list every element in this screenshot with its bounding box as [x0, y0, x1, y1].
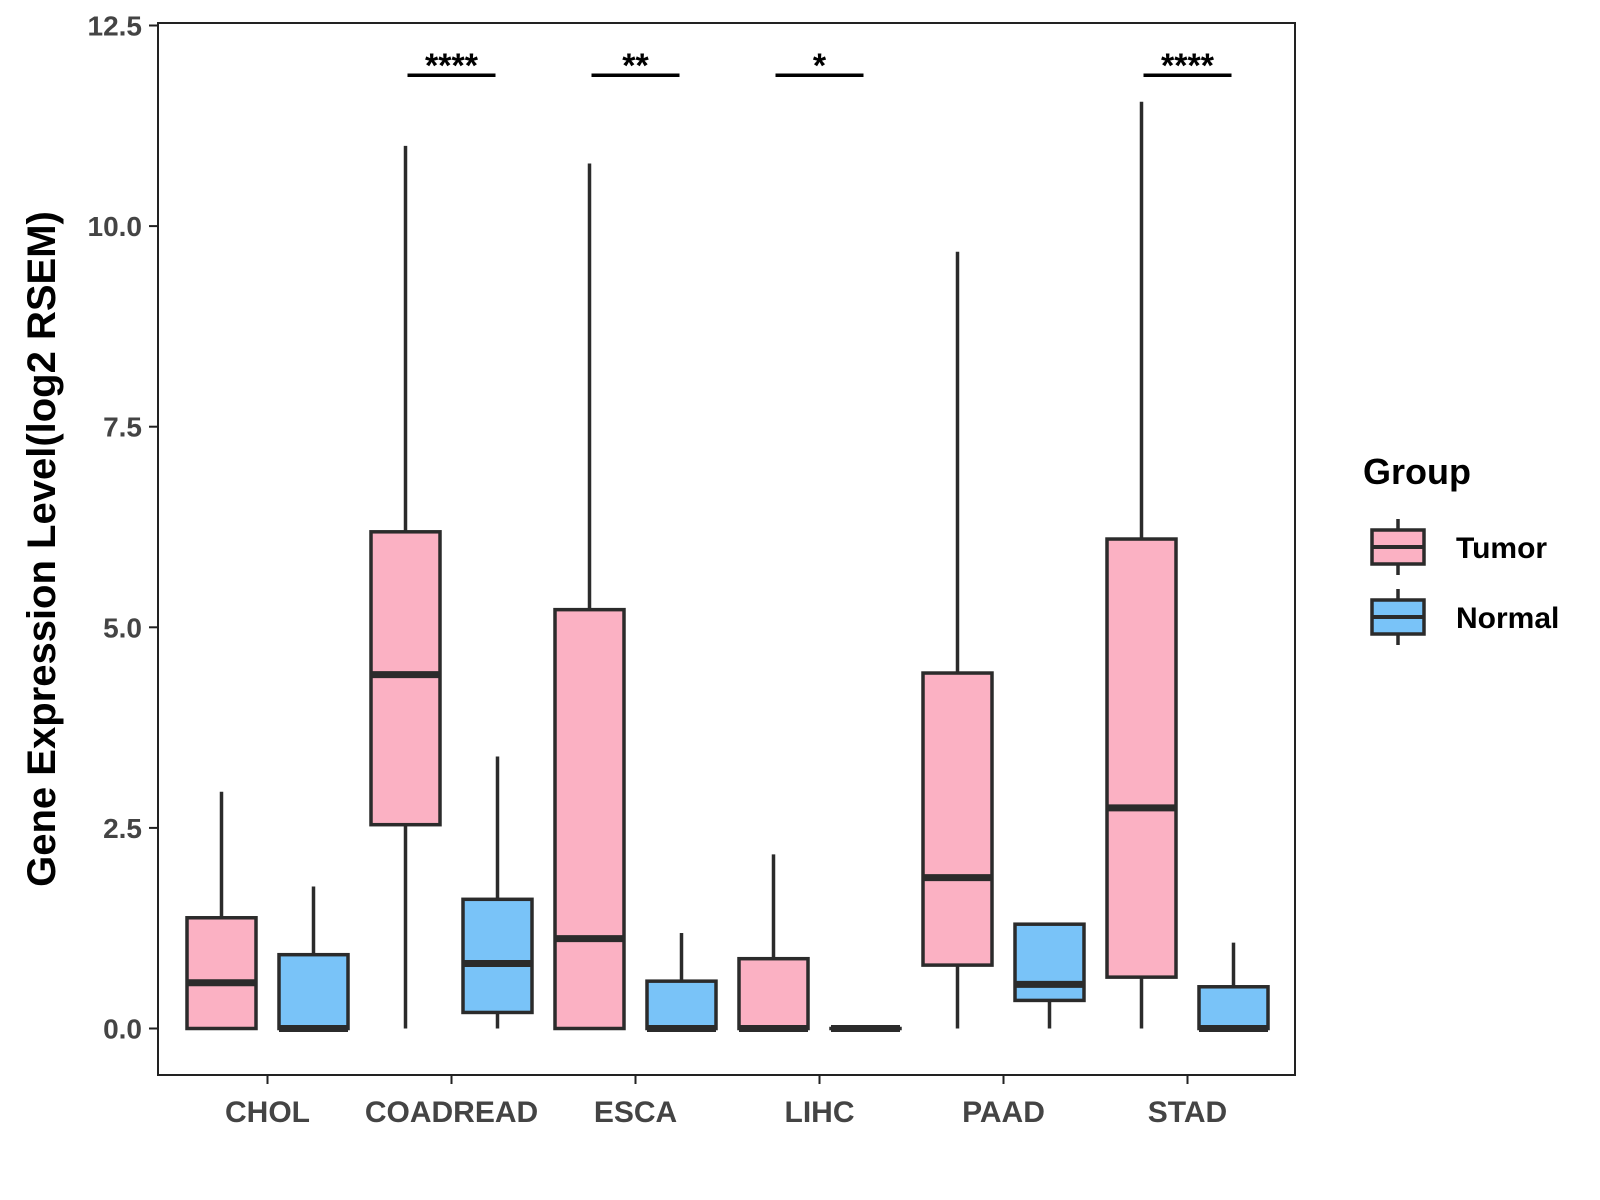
legend: Group Tumor Normal: [1363, 451, 1559, 645]
x-tick-label: CHOL: [225, 1096, 310, 1129]
box-tumor-chol: [185, 791, 258, 1031]
box-body: [1105, 537, 1178, 979]
legend-key-tumor: [1370, 519, 1426, 575]
significance-label-stad: ****: [1161, 47, 1215, 85]
y-tick-label: 12.5: [88, 11, 143, 42]
x-tick-label: PAAD: [962, 1096, 1045, 1129]
box-body: [1197, 985, 1270, 1031]
x-tick-label: LIHC: [785, 1096, 855, 1129]
y-axis-label: Gene Expression Level(log2 RSEM): [20, 211, 64, 887]
y-tick-label: 10.0: [88, 211, 143, 242]
legend-label-tumor: Tumor: [1456, 532, 1547, 565]
box-tumor-stad: [1105, 101, 1178, 1029]
box-normal-coadread: [461, 756, 534, 1029]
box-normal-stad: [1197, 942, 1270, 1032]
plot-panel-border: [157, 22, 1296, 1076]
box-normal-chol: [277, 886, 350, 1032]
significance-label-coadread: ****: [425, 47, 479, 85]
box-body: [645, 979, 718, 1031]
box-body: [553, 607, 626, 1031]
box-body: [737, 956, 810, 1031]
y-tick-label: 5.0: [103, 612, 142, 643]
y-tick-label: 2.5: [103, 813, 142, 844]
box-normal-paad: [1013, 922, 1086, 1029]
y-tick-label: 7.5: [103, 412, 142, 443]
legend-key-normal: [1370, 589, 1426, 645]
box-tumor-esca: [553, 163, 626, 1031]
box-body: [1013, 922, 1086, 1003]
axes: 0.0 2.5 5.0 7.5 10.0 12.5 CHOL COADREAD ESCA LIHC…: [88, 11, 1228, 1130]
box-body: [277, 952, 350, 1031]
x-tick-label: STAD: [1148, 1096, 1227, 1129]
box-body: [369, 530, 442, 827]
significance-label-lihc: *: [813, 47, 827, 85]
x-tick-label: COADREAD: [365, 1096, 538, 1129]
box-body: [921, 671, 994, 967]
plot-area: **** ** * ****: [185, 47, 1270, 1032]
box-normal-esca: [645, 933, 718, 1032]
box-body: [185, 916, 258, 1031]
y-tick-label: 0.0: [103, 1014, 142, 1045]
box-tumor-coadread: [369, 145, 442, 1029]
box-tumor-paad: [921, 251, 994, 1029]
significance-label-esca: **: [622, 47, 649, 85]
legend-label-normal: Normal: [1456, 602, 1559, 635]
box-body: [461, 897, 534, 1015]
box-tumor-lihc: [737, 854, 810, 1032]
legend-title: Group: [1363, 451, 1471, 492]
x-tick-label: ESCA: [594, 1096, 677, 1129]
